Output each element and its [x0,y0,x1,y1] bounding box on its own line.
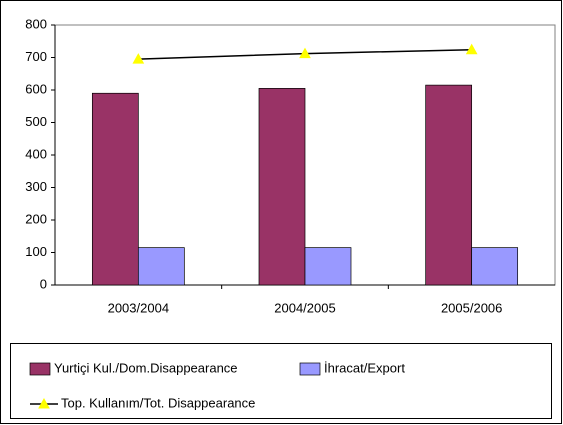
bar [137,247,185,286]
y-tick-label: 100 [25,244,47,259]
bar [304,247,352,286]
bar [471,247,519,286]
legend-marker [38,397,50,409]
y-tick-label: 800 [25,16,47,31]
bar [258,88,306,286]
x-tick-label: 2003/2004 [108,300,169,315]
line-marker [132,53,145,64]
y-tick-label: 700 [25,49,47,64]
legend-label: İhracat/Export [324,360,405,375]
legend-label: Top. Kullanım/Tot. Disappearance [61,395,255,410]
x-tick-label: 2005/2006 [441,300,502,315]
bar [91,92,139,286]
legend-swatch [29,362,51,376]
y-tick-label: 0 [40,276,47,291]
y-tick-label: 400 [25,146,47,161]
bar [425,84,473,286]
line-marker [299,47,311,59]
line-marker [465,43,478,55]
legend-box [10,343,552,419]
y-tick-label: 600 [25,81,47,96]
legend-label: Yurtiçi Kul./Dom.Disappearance [54,360,238,375]
y-tick-label: 200 [25,211,47,226]
x-tick-label: 2004/2005 [274,300,335,315]
y-tick-label: 300 [25,179,47,194]
y-tick-label: 500 [25,114,47,129]
legend-swatch [299,362,321,376]
